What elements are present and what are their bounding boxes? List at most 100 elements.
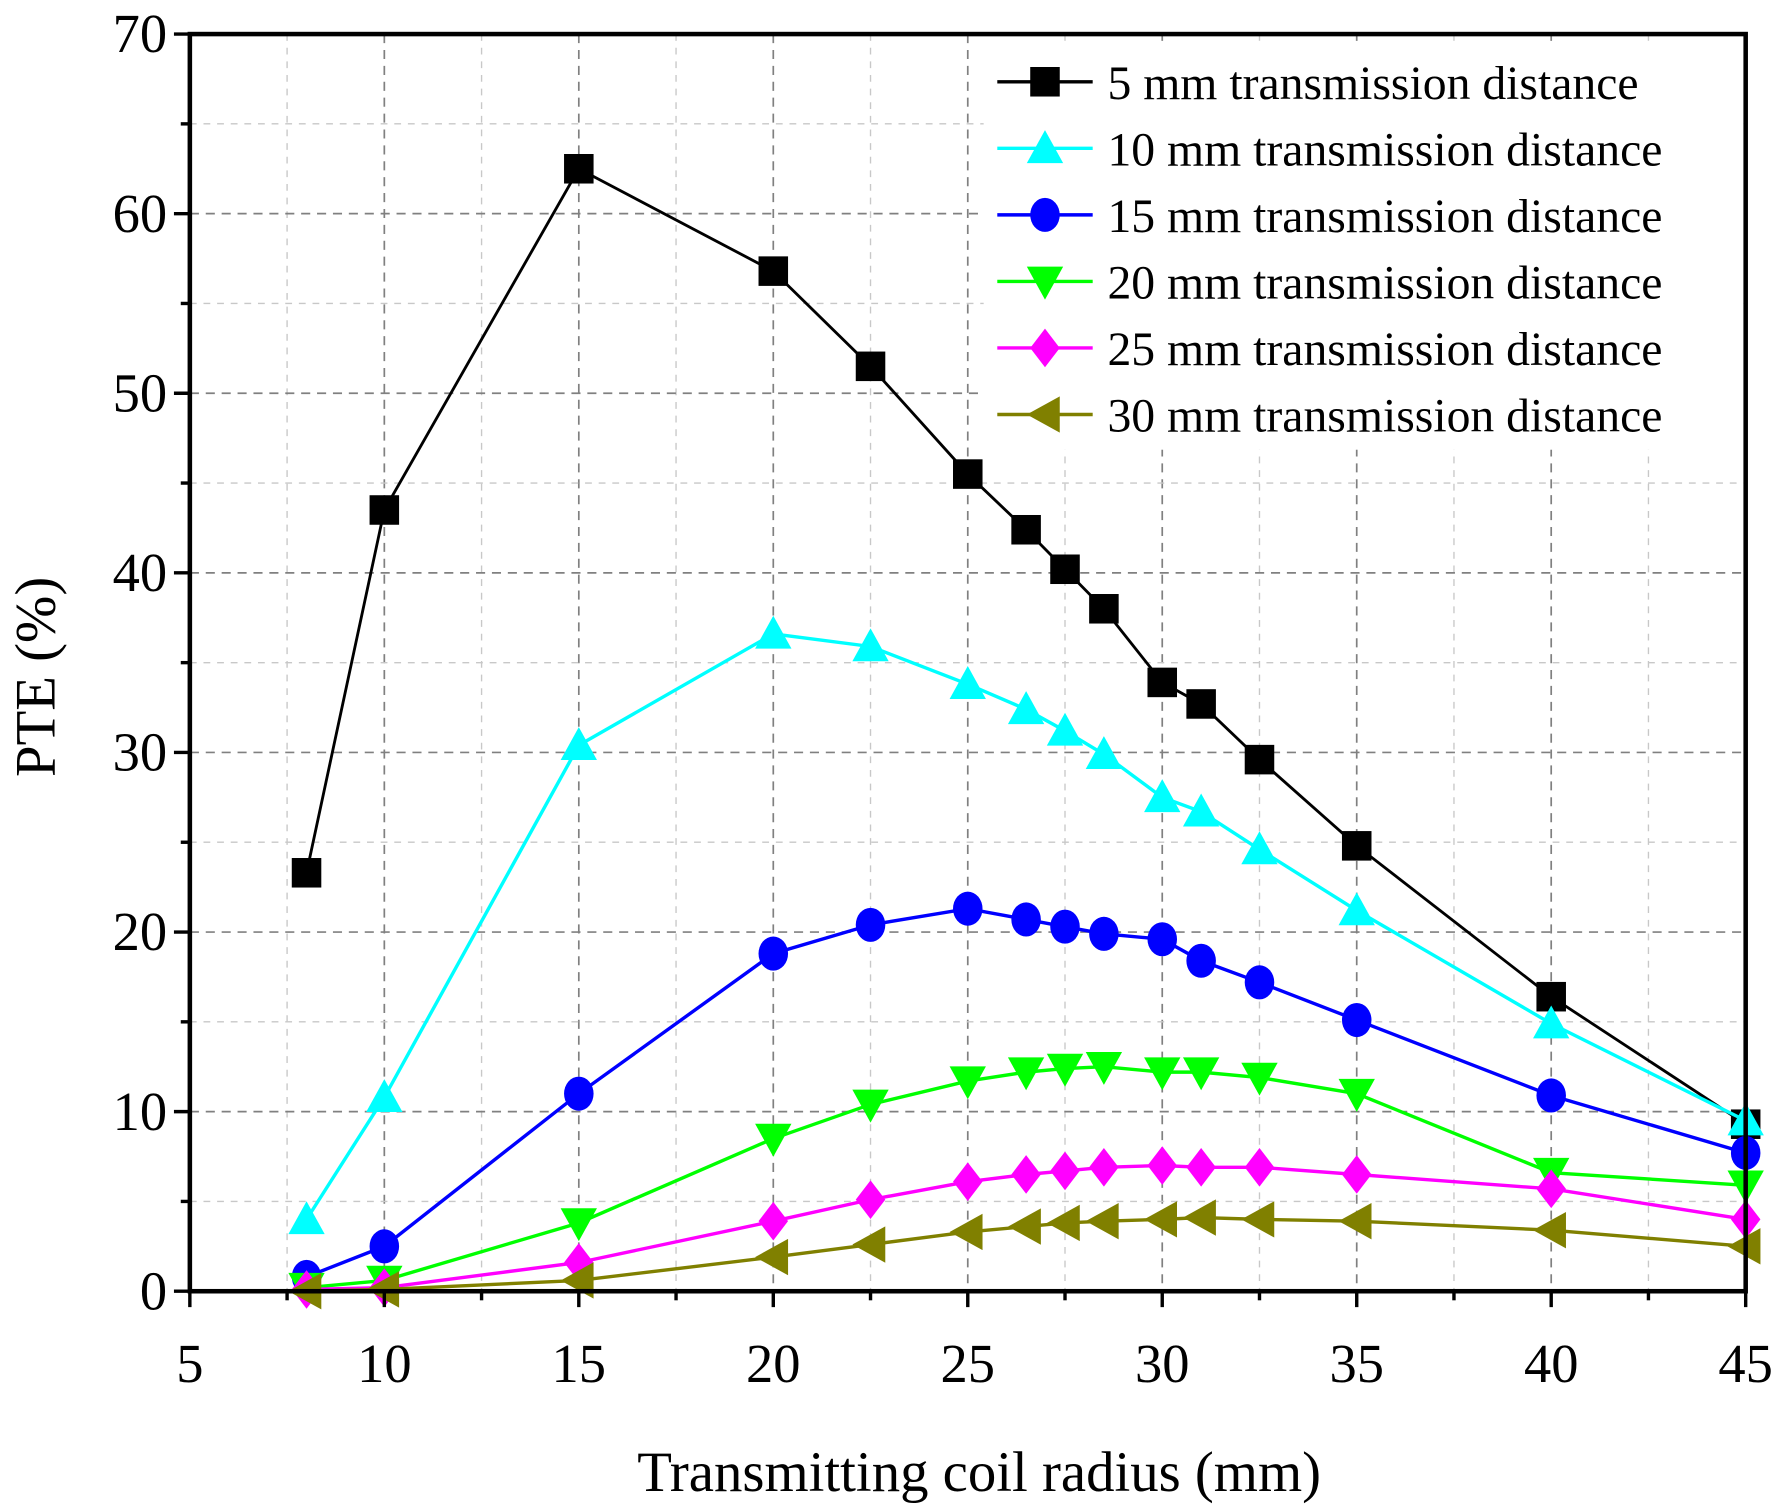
legend-background xyxy=(983,40,1743,450)
data-point xyxy=(1085,1203,1119,1240)
data-point xyxy=(1007,1208,1041,1245)
data-point xyxy=(1341,831,1372,861)
data-point xyxy=(949,666,986,699)
data-point xyxy=(288,1201,325,1235)
legend-marker xyxy=(1030,67,1060,97)
x-tick-label: 35 xyxy=(1329,1333,1384,1394)
legend-label: 10 mm transmission distance xyxy=(1107,124,1662,176)
data-point xyxy=(1244,965,1275,1000)
y-tick-label: 40 xyxy=(113,542,167,603)
data-point xyxy=(758,1201,789,1241)
data-point xyxy=(366,1079,403,1113)
y-tick-label: 0 xyxy=(140,1260,167,1321)
data-point xyxy=(1147,922,1178,957)
data-point xyxy=(1046,712,1084,746)
data-point xyxy=(755,615,792,649)
legend: 5 mm transmission distance 10 mm transmis… xyxy=(983,40,1743,450)
data-point xyxy=(855,1180,886,1219)
data-point xyxy=(1050,909,1080,944)
data-point xyxy=(1341,1003,1372,1038)
data-point xyxy=(1182,1199,1216,1236)
data-point xyxy=(953,1162,983,1201)
data-point xyxy=(1241,1201,1275,1238)
x-tick-label: 5 xyxy=(176,1333,203,1394)
data-point xyxy=(1050,554,1080,585)
data-point xyxy=(1536,1078,1566,1113)
data-point xyxy=(1144,779,1181,813)
data-point xyxy=(1186,943,1216,978)
data-point xyxy=(758,256,789,286)
data-point xyxy=(1011,514,1041,545)
data-point xyxy=(369,1229,400,1264)
data-point xyxy=(755,1238,789,1276)
data-point xyxy=(1089,916,1119,951)
data-point xyxy=(1011,902,1041,937)
grid xyxy=(189,34,1746,1292)
legend-label: 20 mm transmission distance xyxy=(1107,257,1662,309)
data-point xyxy=(1147,667,1178,698)
legend-label: 15 mm transmission distance xyxy=(1107,191,1662,243)
data-point xyxy=(1241,831,1278,865)
data-point xyxy=(755,1123,792,1157)
legend-marker xyxy=(1026,266,1064,300)
x-axis-label: Transmitting coil radius (mm) xyxy=(637,1441,1321,1504)
y-tick-label: 30 xyxy=(113,722,167,783)
data-point xyxy=(1186,1148,1216,1187)
data-point xyxy=(1007,691,1045,725)
data-point xyxy=(855,907,886,942)
data-point xyxy=(949,1066,986,1100)
x-tick-label: 40 xyxy=(1524,1333,1579,1394)
y-tick-label: 60 xyxy=(113,183,167,244)
data-point xyxy=(758,936,789,971)
data-point xyxy=(1338,1203,1372,1240)
data-point xyxy=(852,1089,889,1123)
data-point xyxy=(1244,1148,1275,1187)
data-point xyxy=(1089,594,1119,624)
x-tick-label: 20 xyxy=(746,1333,801,1394)
data-point xyxy=(1244,744,1275,775)
data-point xyxy=(1046,1053,1084,1087)
series-layer xyxy=(288,154,1764,1310)
legend-marker xyxy=(1030,328,1060,368)
data-point xyxy=(1144,1201,1178,1238)
data-point xyxy=(1050,1151,1080,1191)
data-point xyxy=(1182,1057,1220,1091)
data-point xyxy=(1085,1051,1123,1085)
data-point xyxy=(1011,1155,1041,1194)
legend-label: 25 mm transmission distance xyxy=(1107,324,1662,376)
data-point xyxy=(1144,1057,1181,1091)
data-point xyxy=(1338,892,1375,926)
data-point xyxy=(564,154,594,184)
series-2 xyxy=(288,615,1764,1235)
series-6 xyxy=(288,1199,1761,1310)
data-point xyxy=(291,858,322,888)
x-tick-label: 45 xyxy=(1718,1333,1772,1394)
data-point xyxy=(1182,793,1220,827)
axes: 5 10 15 20 25 30 35 40 45 0 10 20 30 40 50 60 70 xyxy=(113,3,1772,1394)
data-point xyxy=(1241,1062,1278,1096)
x-tick-label: 15 xyxy=(552,1333,607,1394)
data-point xyxy=(1046,1204,1080,1242)
x-tick-label: 10 xyxy=(357,1333,412,1394)
data-point xyxy=(1338,1078,1375,1112)
data-point xyxy=(1147,1146,1178,1185)
data-point xyxy=(1089,1148,1119,1187)
data-point xyxy=(564,1076,594,1111)
data-point xyxy=(1533,1211,1566,1249)
y-tick-label: 50 xyxy=(113,362,167,423)
series-1 xyxy=(291,154,1761,1139)
legend-marker xyxy=(1026,130,1064,164)
data-point xyxy=(949,1213,983,1251)
data-point xyxy=(1533,1005,1570,1039)
data-point xyxy=(560,727,597,761)
data-point xyxy=(852,1226,886,1263)
data-point xyxy=(1186,689,1216,719)
data-point xyxy=(1085,736,1123,770)
data-point xyxy=(852,628,889,662)
x-tick-label: 25 xyxy=(941,1333,995,1394)
y-tick-label: 70 xyxy=(113,3,167,64)
y-tick-label: 10 xyxy=(113,1081,167,1142)
data-point xyxy=(560,1208,597,1242)
y-axis-label: PTE (%) xyxy=(5,577,68,777)
